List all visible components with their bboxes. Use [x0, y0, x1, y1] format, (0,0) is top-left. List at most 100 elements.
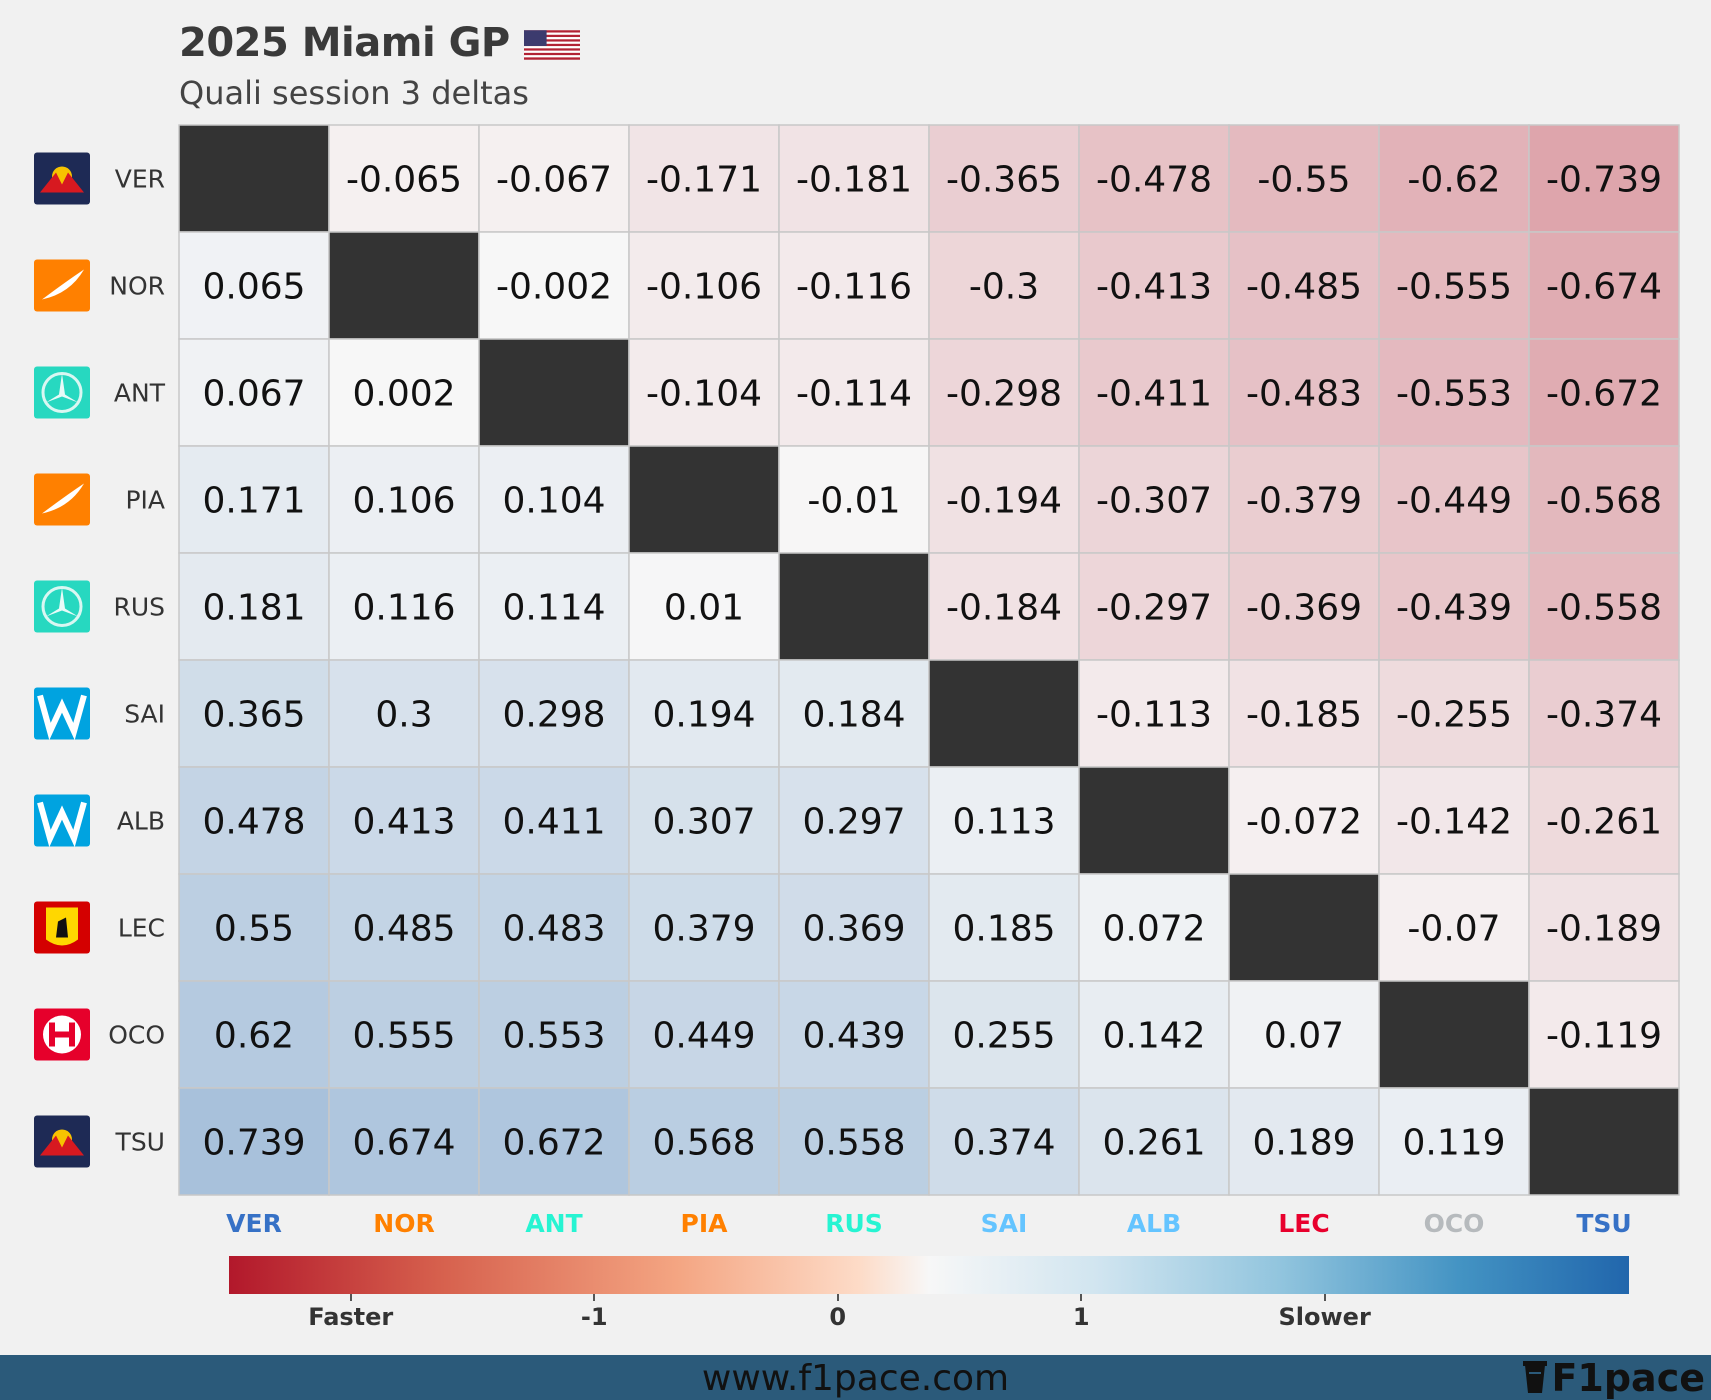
heatmap-cell	[928, 124, 1080, 233]
heatmap-cell	[1378, 338, 1530, 447]
colorbar-tick	[836, 1294, 839, 1301]
cell-value: -0.439	[1396, 588, 1512, 629]
heatmap-cell	[1378, 231, 1530, 340]
cell-value: 0.374	[952, 1123, 1055, 1164]
heatmap-cell	[478, 873, 630, 982]
mercedes-logo-icon	[34, 366, 90, 419]
heatmap-cell	[1528, 980, 1680, 1089]
heatmap-cell	[1078, 231, 1230, 340]
row-label: LEC	[118, 914, 165, 943]
red-bull-logo-icon	[34, 152, 90, 205]
colorbar	[229, 1256, 1629, 1294]
cell-value: -0.171	[646, 160, 762, 201]
heatmap-cell	[328, 1087, 480, 1196]
col-label: SAI	[981, 1209, 1028, 1238]
heatmap-cell	[778, 338, 930, 447]
colorbar-tick-label: Faster	[308, 1303, 394, 1331]
cell-value: 0.439	[802, 1016, 905, 1057]
heatmap-cell	[1528, 338, 1680, 447]
row-label: NOR	[109, 272, 165, 301]
row-label: ALB	[117, 807, 165, 836]
brand: F1pace	[1523, 1356, 1705, 1400]
heatmap-cell	[178, 1087, 330, 1196]
heatmap-cell	[478, 766, 630, 875]
colorbar-tick	[1323, 1294, 1326, 1301]
heatmap-cell	[1378, 124, 1530, 233]
cell-value: -0.478	[1096, 160, 1212, 201]
heatmap-cell	[1378, 766, 1530, 875]
cell-value: 0.142	[1102, 1016, 1205, 1057]
heatmap-cell	[1228, 445, 1380, 554]
cell-value: -0.142	[1396, 802, 1512, 843]
cell-value: 0.674	[352, 1123, 455, 1164]
cup-icon	[1523, 1361, 1548, 1393]
cell-value: 0.119	[1402, 1123, 1505, 1164]
cell-value: 0.181	[202, 588, 305, 629]
cell-value: -0.369	[1246, 588, 1362, 629]
heatmap-cell	[778, 766, 930, 875]
heatmap-cell	[628, 231, 780, 340]
heatmap-cell	[1378, 445, 1530, 554]
diagonal-cell	[478, 338, 630, 447]
cell-value: -0.072	[1246, 802, 1362, 843]
row-label: PIA	[125, 486, 165, 515]
cell-value: -0.01	[807, 481, 900, 522]
heatmap-cell	[1078, 124, 1230, 233]
cell-value: -0.106	[646, 267, 762, 308]
cell-value: 0.478	[202, 802, 305, 843]
heatmap-cell	[328, 124, 480, 233]
cell-value: -0.067	[496, 160, 612, 201]
col-label: ALB	[1127, 1209, 1181, 1238]
diagonal-cell	[178, 124, 330, 233]
cell-value: 0.067	[202, 374, 305, 415]
heatmap-cell	[328, 873, 480, 982]
cell-value: -0.374	[1546, 695, 1662, 736]
cell-value: 0.3	[375, 695, 432, 736]
heatmap-cell	[628, 873, 780, 982]
cell-value: 0.065	[202, 267, 305, 308]
colorbar-tick-label: Slower	[1278, 1303, 1371, 1331]
heatmap-cell	[928, 980, 1080, 1089]
heatmap-cell	[1078, 659, 1230, 768]
cell-value: 0.62	[214, 1016, 294, 1057]
heatmap-cell	[628, 766, 780, 875]
row-label: SAI	[124, 700, 165, 729]
heatmap-cell	[178, 873, 330, 982]
row-label: VER	[115, 165, 165, 194]
heatmap-cell	[928, 445, 1080, 554]
cell-value: -0.181	[796, 160, 912, 201]
row-label: ANT	[114, 379, 166, 408]
cell-value: 0.171	[202, 481, 305, 522]
heatmap-cell	[178, 980, 330, 1089]
heatmap-cell	[1228, 766, 1380, 875]
heatmap-cell	[628, 124, 780, 233]
cell-value: -0.07	[1407, 909, 1500, 950]
cell-value: 0.261	[1102, 1123, 1205, 1164]
cell-value: 0.555	[352, 1016, 455, 1057]
cell-value: 0.553	[502, 1016, 605, 1057]
heatmap-cell	[1078, 1087, 1230, 1196]
cell-value: 0.369	[802, 909, 905, 950]
col-label: TSU	[1576, 1209, 1631, 1238]
cell-value: -0.116	[796, 267, 912, 308]
diagonal-cell	[928, 659, 1080, 768]
cell-value: -0.553	[1396, 374, 1512, 415]
heatmap-cell	[178, 659, 330, 768]
mercedes-logo-icon	[34, 580, 90, 633]
heatmap-cell	[478, 1087, 630, 1196]
diagonal-cell	[1228, 873, 1380, 982]
col-label: OCO	[1424, 1209, 1485, 1238]
heatmap-cell	[1378, 552, 1530, 661]
cell-value: 0.116	[352, 588, 455, 629]
cell-value: 0.449	[652, 1016, 755, 1057]
diagonal-cell	[1378, 980, 1530, 1089]
cell-value: -0.483	[1246, 374, 1362, 415]
cell-value: 0.413	[352, 802, 455, 843]
cell-value: -0.307	[1096, 481, 1212, 522]
footer-url[interactable]: www.f1pace.com	[701, 1358, 1010, 1399]
cell-value: -0.261	[1546, 802, 1662, 843]
heatmap-cell	[928, 766, 1080, 875]
colorbar-tick-label: 0	[829, 1303, 847, 1331]
row-label: OCO	[108, 1021, 165, 1050]
